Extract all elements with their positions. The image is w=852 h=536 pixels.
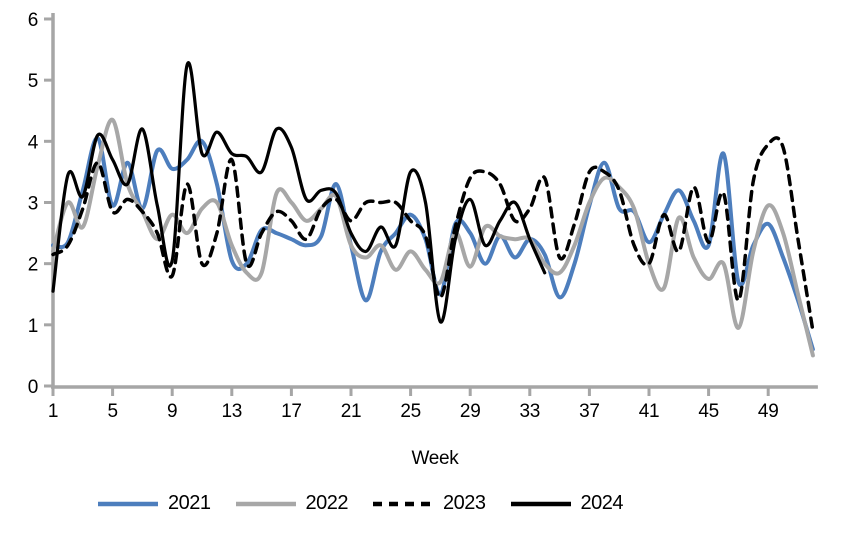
series-line-2024 [51, 61, 547, 324]
y-axis-tick-label: 4 [28, 132, 39, 153]
x-axis-tick-label: 37 [579, 401, 600, 422]
legend-label-2022: 2022 [305, 492, 349, 514]
x-axis-tick-label: 49 [758, 401, 779, 422]
x-axis-title: Week [411, 448, 459, 469]
y-axis-tick-label: 0 [28, 377, 38, 398]
legend: 2021 2022 2023 2024 [97, 492, 623, 515]
legend-item-2024: 2024 [510, 492, 624, 515]
x-axis-tick-label: 33 [520, 401, 541, 422]
series-line-2021 [51, 136, 815, 352]
x-axis-tick-label: 41 [639, 401, 660, 422]
legend-label-2024: 2024 [580, 492, 624, 514]
x-axis-tick-label: 45 [698, 401, 719, 422]
legend-line-2024-icon [510, 501, 571, 506]
x-axis-tick-label: 9 [167, 401, 177, 422]
x-axis-tick-label: 5 [107, 401, 117, 422]
x-axis-tick-label: 29 [460, 401, 481, 422]
y-axis-tick-label: 3 [28, 193, 38, 214]
y-axis-tick-label: 6 [28, 10, 38, 31]
legend-item-2023: 2023 [372, 492, 486, 515]
y-axis-tick-label: 1 [28, 316, 38, 337]
legend-line-2021-icon [98, 501, 158, 506]
legend-item-2021: 2021 [97, 492, 211, 515]
x-axis-tick-label: 21 [341, 401, 362, 422]
legend-label-2021: 2021 [168, 492, 211, 514]
legend-line-2023-icon [373, 501, 433, 506]
series-line-2023 [51, 136, 815, 333]
y-axis-tick-label: 2 [28, 255, 38, 276]
x-axis-tick-label: 1 [48, 401, 58, 422]
legend-label-2023: 2023 [443, 492, 486, 514]
x-axis-tick-label: 13 [222, 401, 243, 422]
legend-line-2022-icon [235, 501, 296, 506]
legend-item-2022: 2022 [235, 492, 349, 515]
y-axis-tick-label: 5 [28, 71, 38, 92]
x-axis-tick-label: 17 [281, 401, 302, 422]
x-axis-tick-label: 25 [400, 401, 421, 422]
